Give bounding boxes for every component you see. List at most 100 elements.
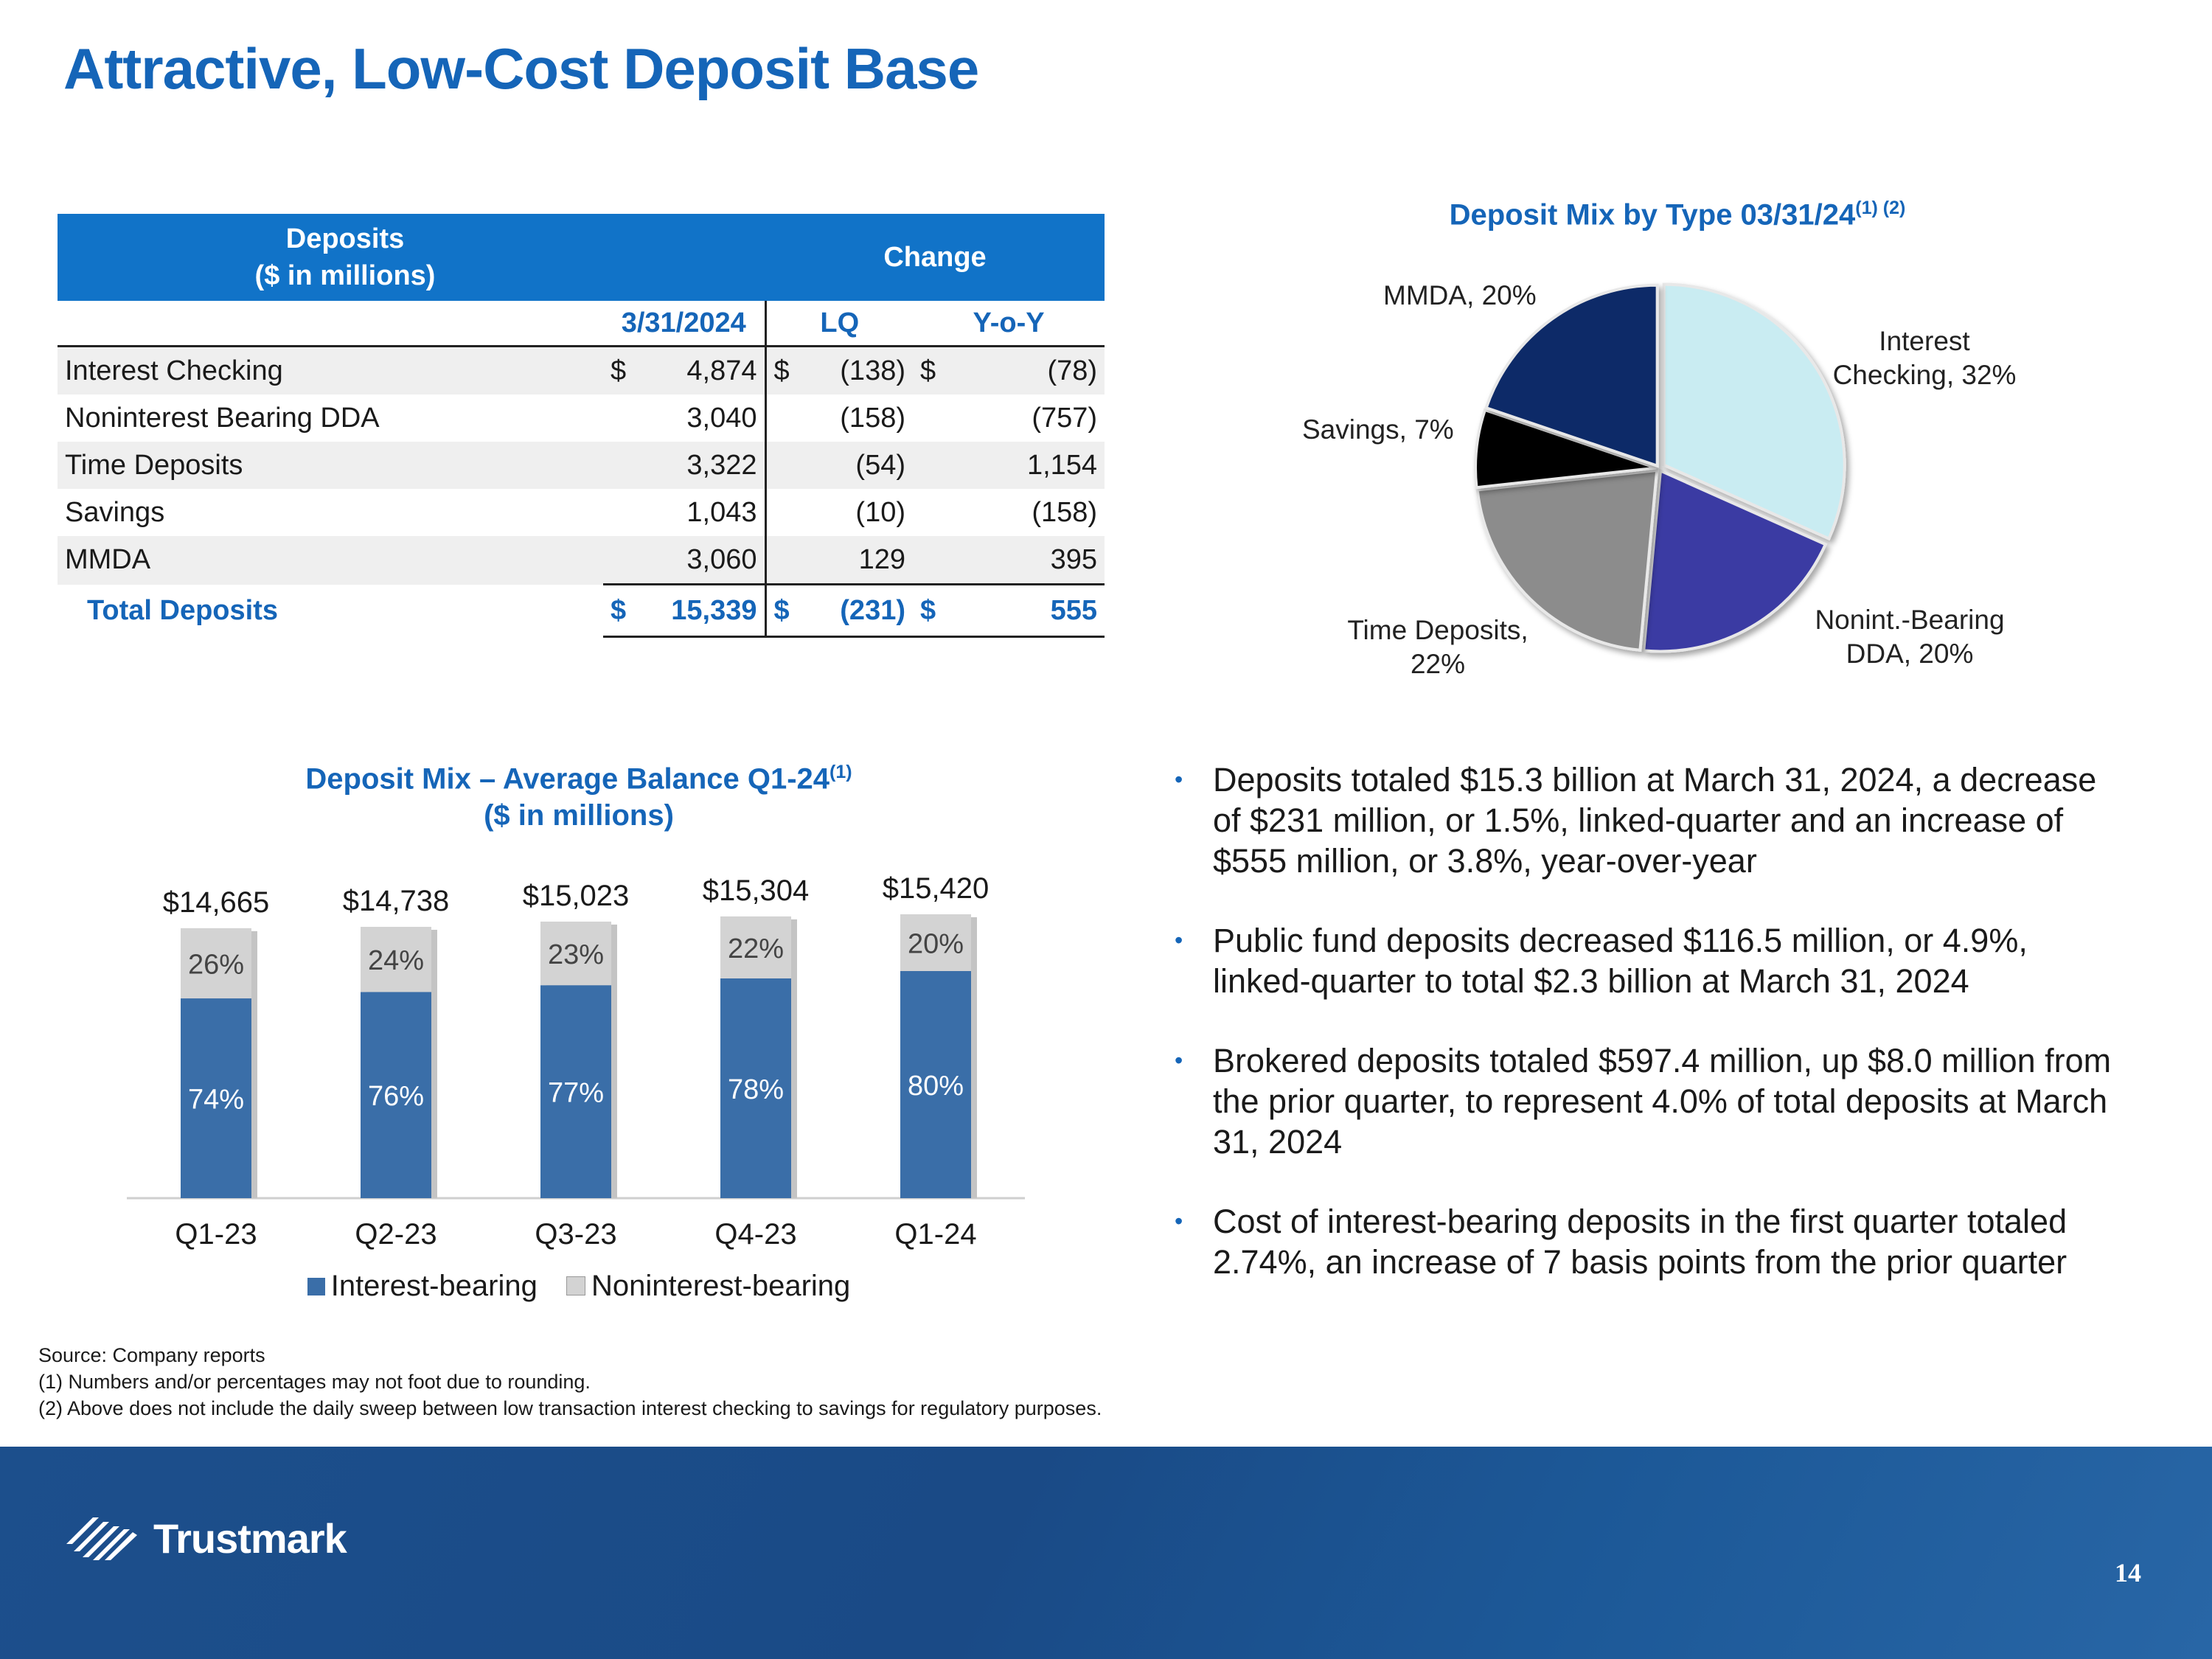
- deposits-header-line2: ($ in millions): [254, 260, 436, 291]
- bar-total-label: $15,023: [523, 880, 630, 912]
- row-value: 3,322: [640, 442, 765, 489]
- row-value: 3,040: [686, 402, 757, 434]
- pie-label-savings: Savings, 7%: [1302, 414, 1454, 445]
- logo-text: Trustmark: [153, 1514, 347, 1562]
- bullet-item: Deposits totaled $15.3 billion at March …: [1169, 759, 2127, 881]
- row-value: 1,043: [686, 496, 757, 528]
- pie-label-mmda: MMDA, 20%: [1383, 280, 1537, 310]
- table-row: Savings 1,043 (10) (158): [58, 489, 1105, 536]
- table-row: Interest Checking $ 4,874 $ (138) $ (78): [58, 346, 1105, 394]
- legend-label: Interest-bearing: [330, 1270, 538, 1302]
- bar-total-label: $14,665: [163, 886, 270, 919]
- row-currency: [603, 489, 640, 536]
- total-currency: $: [603, 583, 640, 638]
- x-tick-label: Q3-23: [535, 1218, 616, 1251]
- table-header-row: Deposits ($ in millions) Change: [58, 214, 1105, 301]
- legend-item-interest-bearing: Interest-bearing: [307, 1270, 538, 1303]
- bar-data-label: 20%: [908, 929, 964, 960]
- row-currency: [913, 442, 950, 489]
- page-title: Attractive, Low-Cost Deposit Base: [63, 36, 979, 101]
- footnote-1: (1) Numbers and/or percentages may not f…: [38, 1371, 591, 1393]
- bar-chart-title: Deposit Mix – Average Balance Q1-24(1) (…: [103, 754, 1054, 834]
- deposits-table: Deposits ($ in millions) Change 3/31/202…: [58, 214, 1105, 638]
- x-tick-label: Q1-24: [894, 1218, 976, 1251]
- row-currency: [603, 442, 640, 489]
- bar-total-label: $15,420: [883, 872, 990, 905]
- row-currency: [764, 442, 802, 489]
- legend-item-noninterest-bearing: Noninterest-bearing: [566, 1270, 850, 1303]
- total-yoy: 555: [950, 583, 1105, 638]
- row-yoy: (78): [950, 346, 1105, 394]
- trustmark-logo: Trustmark: [63, 1512, 347, 1565]
- bar-title-line1: Deposit Mix – Average Balance Q1-24: [305, 762, 830, 796]
- bar-legend: Interest-bearing Noninterest-bearing: [0, 1270, 1158, 1303]
- footer-band: Trustmark 14: [0, 1447, 2212, 1659]
- row-label: Interest Checking: [58, 346, 603, 394]
- legend-swatch-noninterest-bearing: [566, 1276, 585, 1295]
- bar-data-label: 26%: [188, 949, 244, 980]
- total-label: Total Deposits: [87, 594, 278, 626]
- bar-noninterest-bearing: [181, 928, 251, 999]
- bar-title-line2: ($ in millions): [484, 799, 674, 832]
- row-lq: (138): [802, 346, 913, 394]
- pie-slice-2: [1475, 468, 1659, 652]
- table-total-row: Total Deposits $ 15,339 $ (231) $ 555: [58, 583, 1105, 638]
- row-yoy: 1,154: [950, 442, 1105, 489]
- row-currency: [764, 489, 802, 536]
- pie-label-interest-checking: Interest Checking, 32%: [1832, 326, 2017, 390]
- pie-chart-title: Deposit Mix by Type 03/31/24(1) (2): [1209, 198, 2146, 232]
- x-tick-label: Q1-23: [175, 1218, 257, 1251]
- row-currency: $: [913, 346, 950, 394]
- bar-data-label: 80%: [908, 1071, 964, 1102]
- row-label: Noninterest Bearing DDA: [65, 402, 380, 434]
- pie-label-nonint-dda: Nonint.-Bearing DDA, 20%: [1815, 605, 2005, 669]
- bar-data-label: 78%: [728, 1074, 784, 1105]
- change-header: Change: [765, 214, 1105, 301]
- bar-noninterest-bearing: [540, 921, 611, 986]
- bar-interest-bearing: [720, 978, 791, 1198]
- row-currency: [913, 394, 950, 442]
- col-yoy-header: Y-o-Y: [913, 301, 1105, 347]
- row-lq: (54): [802, 442, 913, 489]
- footnote-source: Source: Company reports: [38, 1344, 265, 1366]
- row-label: Time Deposits: [58, 442, 603, 489]
- pie-title-text: Deposit Mix by Type 03/31/24: [1449, 198, 1856, 232]
- bar-noninterest-bearing: [720, 916, 791, 978]
- bar-title-footnote: (1): [830, 762, 852, 782]
- row-currency: $: [764, 346, 802, 394]
- table-row: Time Deposits 3,322 (54) 1,154: [58, 442, 1105, 489]
- row-currency: [603, 394, 640, 442]
- row-value: 3,060: [640, 536, 765, 585]
- bar-chart: 74% 26% $14,665 Q1-23 76% 24% $14,738 Q2-23 77% 2…: [127, 872, 1025, 1251]
- row-currency: [913, 489, 950, 536]
- deposits-header: Deposits ($ in millions): [58, 214, 640, 301]
- row-lq: 129: [802, 536, 913, 585]
- legend-label: Noninterest-bearing: [591, 1270, 851, 1302]
- table-row: Noninterest Bearing DDA 3,040 (158) (757…: [58, 394, 1105, 442]
- total-value: 15,339: [640, 583, 765, 638]
- pie-slice-0: [1662, 282, 1846, 541]
- bar-interest-bearing: [361, 992, 431, 1198]
- bar-noninterest-bearing: [900, 914, 971, 971]
- bar-interest-bearing: [540, 985, 611, 1198]
- bar-total-label: $14,738: [343, 885, 450, 917]
- row-currency: [603, 536, 640, 585]
- bar-total-label: $15,304: [703, 874, 810, 907]
- bar-noninterest-bearing: [361, 927, 431, 992]
- footnote-2: (2) Above does not include the daily swe…: [38, 1397, 1102, 1419]
- row-yoy: (158): [1032, 496, 1098, 528]
- bar-data-label: 74%: [188, 1085, 244, 1116]
- row-lq: (10): [855, 496, 905, 528]
- page-number: 14: [2115, 1558, 2141, 1587]
- x-tick-label: Q2-23: [355, 1218, 437, 1251]
- commentary-bullets: Deposits totaled $15.3 billion at March …: [1169, 759, 2127, 1321]
- total-currency: $: [764, 583, 802, 638]
- pie-chart: [1474, 282, 1846, 653]
- bar-data-label: 23%: [548, 939, 604, 970]
- footnotes: Source: Company reports (1) Numbers and/…: [38, 1342, 1102, 1422]
- pie-title-footnote: (1) (2): [1855, 198, 1906, 218]
- bullet-item: Brokered deposits totaled $597.4 million…: [1169, 1040, 2127, 1162]
- bullet-item: Cost of interest-bearing deposits in the…: [1169, 1201, 2127, 1282]
- bar-data-label: 77%: [548, 1078, 604, 1109]
- bar-data-label: 76%: [368, 1081, 424, 1112]
